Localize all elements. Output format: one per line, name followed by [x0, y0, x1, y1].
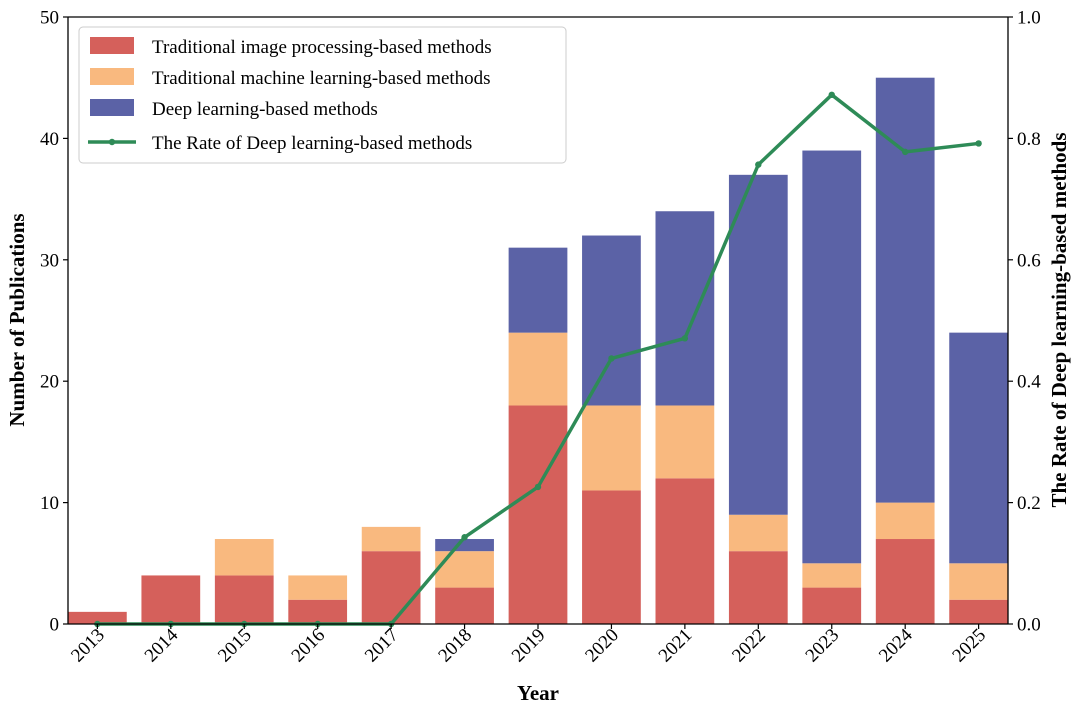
y-tick-label: 50: [40, 8, 59, 29]
bar-2023-series-1: [802, 563, 862, 588]
legend-swatch-series-0: [90, 37, 134, 54]
bar-2016-series-0: [288, 599, 348, 624]
rate-point-2018: [461, 534, 468, 541]
x-tick-label-2017: 2017: [361, 625, 403, 667]
bar-2014-series-0: [141, 575, 201, 624]
legend-label-rate: The Rate of Deep learning-based methods: [152, 133, 472, 154]
rate-point-2022: [755, 161, 762, 168]
legend-box: [78, 26, 567, 164]
rate-point-2021: [681, 335, 689, 342]
legend-label-series-2: Deep learning-based methods: [152, 99, 378, 120]
bar-2019-series-2: [508, 247, 568, 333]
bar-2021-series-1: [655, 405, 715, 479]
x-tick-label-2014: 2014: [141, 624, 183, 666]
bar-2017-series-0: [361, 551, 421, 624]
y-tick-label: 30: [40, 250, 59, 271]
y2-axis-title: The Rate of Deep learning-based methods: [1047, 132, 1071, 507]
bar-2018-series-0: [435, 587, 494, 624]
y2-tick-label: 0.0: [1017, 615, 1041, 636]
bar-2022-series-2: [728, 174, 788, 515]
y-tick-label: 0: [50, 615, 60, 636]
bar-2019-series-0: [508, 405, 568, 624]
bar-2018-series-2: [435, 539, 494, 552]
bar-2025-series-1: [949, 563, 1008, 600]
legend-swatch-series-1: [90, 68, 134, 85]
legend-swatch-series-2: [90, 99, 134, 116]
bar-2015-series-1: [214, 539, 274, 576]
bar-2021-series-0: [655, 478, 715, 624]
x-axis-title: Year: [517, 681, 559, 705]
y2-tick-label: 0.4: [1017, 372, 1041, 393]
bar-2024-series-2: [875, 77, 935, 503]
y2-tick-label: 0.6: [1017, 250, 1041, 271]
y-axis-title: Number of Publications: [5, 213, 29, 426]
bar-2020-series-1: [582, 405, 641, 491]
legend: Traditional image processing-based metho…: [78, 26, 567, 164]
y2-tick-label: 1.0: [1017, 8, 1041, 29]
rate-point-2024: [901, 148, 909, 156]
bar-2020-series-2: [582, 235, 641, 406]
bar-2018-series-1: [435, 551, 494, 588]
bar-2016-series-1: [288, 575, 348, 600]
bar-2023-series-0: [802, 587, 862, 624]
bar-2024-series-1: [875, 502, 935, 540]
x-tick-label-2023: 2023: [802, 625, 844, 667]
x-tick-label-2015: 2015: [214, 625, 256, 667]
rate-point-2019: [534, 483, 542, 491]
x-tick-label-2021: 2021: [655, 625, 697, 667]
rate-point-2020: [608, 355, 615, 362]
bar-2023-series-2: [802, 150, 862, 564]
legend-line-marker: [108, 138, 116, 146]
bar-2020-series-0: [582, 490, 641, 624]
x-tick-label-2019: 2019: [508, 625, 550, 667]
rate-point-2023: [828, 91, 835, 99]
x-tick-label-2020: 2020: [581, 625, 623, 667]
y2-tick-label: 0.2: [1017, 493, 1041, 514]
bar-2024-series-0: [875, 539, 935, 624]
rate-point-2025: [975, 140, 982, 147]
bar-2025-series-2: [949, 332, 1008, 564]
y-tick-label: 10: [40, 493, 59, 514]
bar-2021-series-2: [655, 211, 715, 406]
y2-tick-label: 0.8: [1017, 129, 1041, 150]
bar-2015-series-0: [214, 575, 274, 624]
x-tick-label-2018: 2018: [434, 625, 476, 667]
x-tick-label-2022: 2022: [728, 625, 770, 667]
x-tick-label-2013: 2013: [67, 625, 109, 667]
x-tick-label-2016: 2016: [288, 625, 330, 667]
bar-2019-series-1: [508, 332, 568, 406]
y-tick-label: 20: [40, 372, 59, 393]
bar-2022-series-1: [728, 514, 788, 552]
bar-2025-series-0: [949, 599, 1008, 624]
legend-label-series-0: Traditional image processing-based metho…: [152, 37, 492, 58]
legend-label-series-1: Traditional machine learning-based metho…: [152, 68, 491, 89]
x-tick-label-2024: 2024: [875, 624, 917, 666]
x-tick-label-2025: 2025: [948, 625, 990, 667]
bar-2013-series-0: [68, 611, 127, 624]
y-tick-label: 40: [40, 129, 59, 150]
bar-2017-series-1: [361, 526, 421, 552]
bar-2022-series-0: [728, 551, 788, 624]
